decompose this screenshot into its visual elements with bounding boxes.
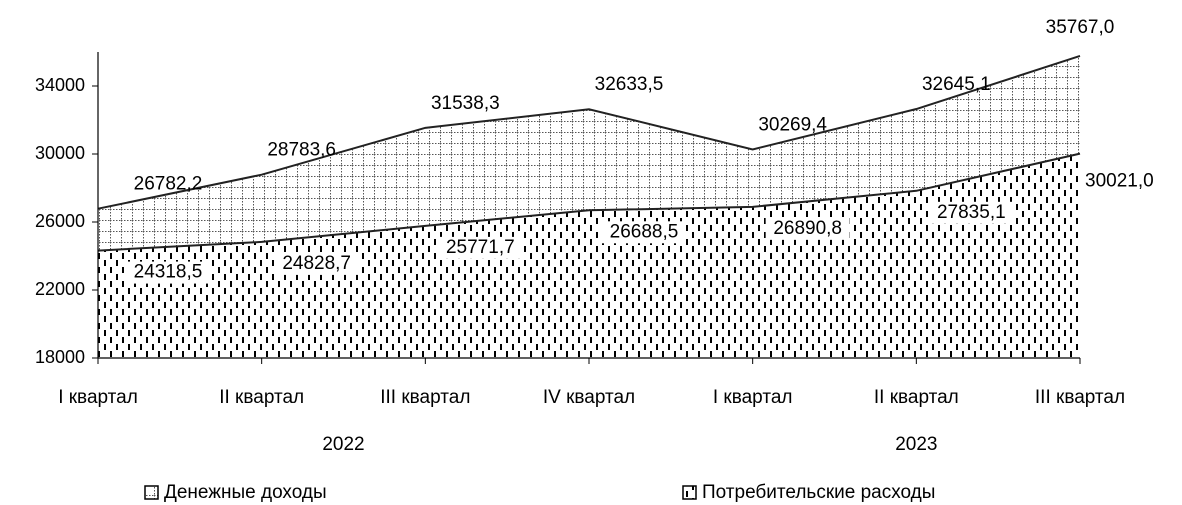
y-tick-label: 30000	[35, 143, 85, 163]
data-label: 25771,7	[446, 237, 515, 258]
data-label: 26782,2	[134, 174, 203, 195]
x-tick-label: II квартал	[874, 387, 959, 408]
data-label: 32645,1	[922, 74, 991, 95]
data-label: 31538,3	[431, 93, 500, 114]
x-tick-label: I квартал	[58, 387, 138, 408]
x-tick-label: II квартал	[219, 387, 304, 408]
data-label: 30021,0	[1085, 171, 1154, 192]
legend-label: Денежные доходы	[164, 482, 327, 503]
legend-swatch	[144, 485, 159, 500]
x-tick-label: IV квартал	[543, 387, 635, 408]
data-label: 24318,5	[134, 262, 203, 283]
data-label-bg	[274, 252, 359, 275]
y-tick-label: 18000	[35, 347, 85, 367]
data-label: 35767,0	[1046, 17, 1115, 38]
data-label: 32633,5	[595, 74, 664, 95]
legend-label: Потребительские расходы	[702, 482, 935, 503]
area-line	[97, 55, 1081, 210]
legend-swatch	[682, 485, 697, 500]
x-tick-label: I квартал	[713, 387, 793, 408]
data-label-bg	[126, 261, 210, 284]
data-label: 30269,4	[758, 114, 827, 135]
data-label-bg	[602, 221, 686, 244]
area	[98, 153, 1080, 358]
x-tick-label: III квартал	[380, 387, 470, 408]
x-tick-label: III квартал	[1035, 387, 1125, 408]
y-tick-label: 34000	[35, 75, 85, 95]
data-label: 24828,7	[282, 253, 351, 274]
data-label: 27835,1	[937, 202, 1006, 223]
data-label: 26890,8	[773, 218, 842, 239]
data-label: 28783,6	[267, 140, 336, 161]
data-label: 26688,5	[610, 221, 679, 242]
data-label-bg	[765, 217, 850, 240]
data-label-bg	[438, 236, 523, 259]
y-tick-label: 26000	[35, 211, 85, 231]
y-tick-label: 22000	[35, 279, 85, 299]
x-group-label: 2022	[322, 434, 364, 455]
x-group-label: 2023	[895, 434, 937, 455]
area-line	[97, 152, 1081, 252]
data-label-bg	[929, 201, 1014, 224]
